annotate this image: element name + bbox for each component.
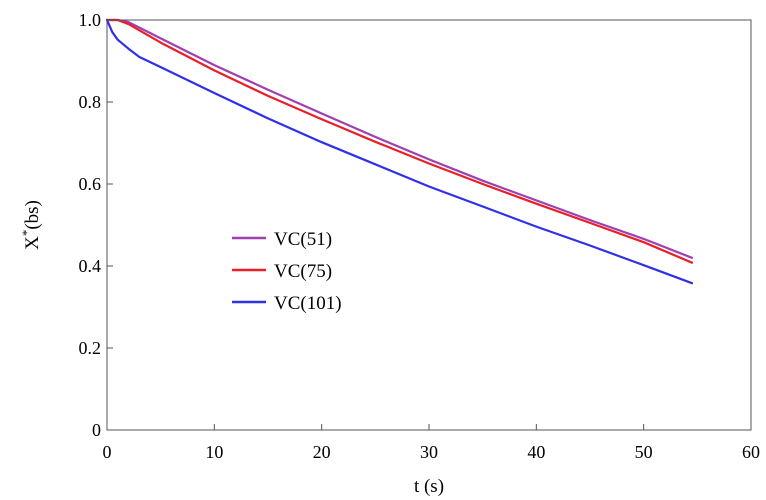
y-axis-ticks: 0 0.2 0.4 0.6 0.8 1.0: [79, 10, 113, 440]
legend-label: VC(75): [274, 261, 332, 282]
series-lines: [105, 18, 694, 285]
x-axis-title: t (s): [414, 476, 444, 497]
series-line-vc-75: [105, 18, 694, 264]
x-tick-label: 20: [313, 442, 331, 462]
series-line-vc-101: [105, 18, 694, 285]
y-axis-title: X*(bs): [19, 200, 43, 250]
x-tick-label: 10: [205, 442, 223, 462]
y-tick-label: 0.8: [79, 92, 102, 112]
y-axis-title-rest: (bs): [22, 200, 43, 230]
legend-label: VC(51): [274, 229, 332, 250]
x-axis-ticks: 0 10 20 30 40 50 60: [103, 424, 760, 462]
y-tick-label: 1.0: [79, 10, 102, 30]
x-tick-label: 60: [742, 442, 760, 462]
x-tick-label: 50: [635, 442, 653, 462]
legend-label: VC(101): [274, 293, 342, 314]
y-axis-title-sup: *: [19, 230, 34, 237]
y-tick-label: 0.2: [79, 338, 102, 358]
series-line-vc-51: [105, 18, 694, 259]
x-tick-label: 0: [103, 442, 112, 462]
x-tick-label: 40: [527, 442, 545, 462]
y-tick-label: 0: [92, 420, 101, 440]
plot-frame: [106, 19, 752, 431]
x-tick-label: 30: [420, 442, 438, 462]
y-tick-label: 0.6: [79, 174, 102, 194]
y-axis-title-main: X: [22, 236, 43, 250]
legend: VC(51) VC(75) VC(101): [232, 229, 342, 314]
y-tick-label: 0.4: [79, 256, 102, 276]
